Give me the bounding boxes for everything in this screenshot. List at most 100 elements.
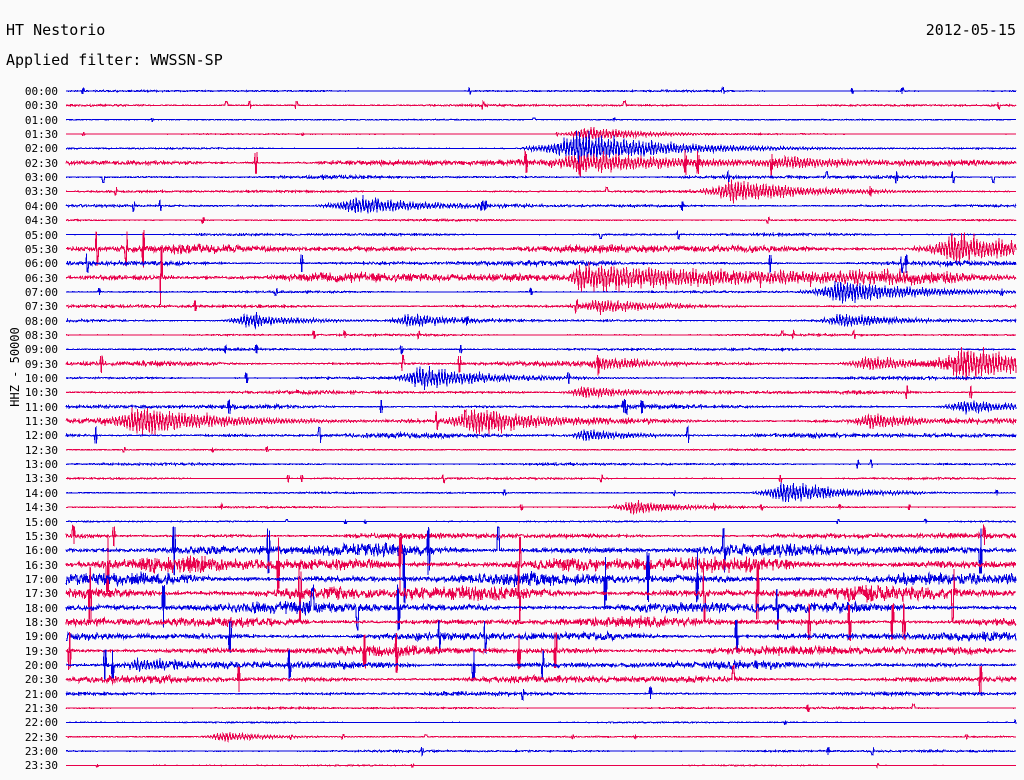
row-time-label: 17:30 (24, 587, 58, 601)
trace-row (65, 216, 1017, 224)
trace-row (65, 718, 1017, 725)
trace-row (65, 536, 1017, 593)
trace-row (65, 253, 1017, 274)
trace-row (65, 524, 1017, 547)
row-time-label: 05:00 (24, 228, 58, 242)
trace-row (65, 619, 1017, 655)
trace-row (65, 281, 1017, 304)
row-time-label: 23:00 (24, 745, 58, 759)
row-time-label: 01:00 (24, 113, 58, 127)
trace-row (66, 385, 1017, 400)
row-time-label: 14:00 (24, 486, 58, 500)
row-time-label: 08:30 (24, 328, 58, 342)
trace-row (65, 601, 1017, 642)
row-time-label: 13:00 (24, 458, 58, 472)
trace-canvas (65, 86, 1017, 769)
row-time-label: 07:00 (24, 285, 58, 299)
trace-row (65, 746, 1017, 757)
row-time-label: 05:30 (24, 242, 58, 256)
trace-row (65, 126, 1017, 143)
header: HT Nestorio 2012-05-15 Applied filter: W… (0, 0, 1024, 80)
row-time-label: 20:00 (24, 659, 58, 672)
trace-row (65, 565, 1017, 622)
trace-row (65, 399, 1017, 416)
trace-row (65, 86, 1017, 95)
row-time-label: 04:00 (24, 199, 58, 213)
row-time-label: 10:00 (24, 372, 58, 385)
row-time-label: 20:30 (24, 673, 58, 687)
row-time-label: 19:30 (24, 644, 58, 658)
row-time-label: 08:00 (24, 314, 58, 328)
row-time-label: 11:00 (24, 400, 58, 414)
row-time-label: 06:30 (24, 271, 58, 285)
trace-row (65, 459, 1016, 469)
trace-row (66, 344, 1016, 355)
trace-row (66, 762, 1016, 769)
row-time-label: 16:30 (24, 558, 58, 572)
row-time-label: 07:30 (24, 300, 58, 314)
trace-row (65, 407, 1017, 436)
row-time-label: 00:00 (24, 85, 58, 98)
row-time-label: 03:00 (24, 171, 58, 185)
trace-row (65, 130, 1017, 166)
row-time-label: 09:00 (24, 343, 58, 357)
trace-row (65, 731, 1016, 743)
row-time-label: 12:00 (24, 429, 58, 443)
trace-row (65, 474, 1017, 484)
trace-row (65, 632, 1017, 674)
trace-row (65, 149, 1017, 177)
helicorder-plot: 00:00 00:30 01:00 01:30 02:00 02:30 03:00 03:30… (0, 80, 1024, 780)
trace-row (65, 312, 1017, 330)
row-time-label: 17:00 (24, 572, 58, 586)
row-time-label: 12:30 (24, 443, 58, 457)
trace-row (65, 195, 1017, 214)
row-time-label: 10:30 (24, 386, 58, 400)
trace-row (65, 169, 1017, 185)
trace-row (66, 649, 1017, 682)
row-time-label: 16:00 (24, 544, 58, 558)
record-date: 2012-05-15 (925, 21, 1016, 39)
trace-row (65, 425, 1017, 444)
trace-row (65, 365, 1017, 390)
trace-row (65, 584, 1017, 631)
trace-row (65, 551, 1017, 607)
row-time-label: 06:00 (24, 257, 58, 271)
row-time-label: 21:00 (24, 687, 58, 701)
row-time-label: 13:30 (24, 472, 58, 486)
trace-row (65, 526, 1017, 576)
trace-row (65, 482, 1016, 503)
row-time-label: 23:30 (24, 759, 58, 773)
trace-row (65, 250, 1017, 305)
row-time-label: 21:30 (24, 702, 58, 716)
trace-row (65, 230, 1017, 268)
trace-row (65, 445, 1016, 453)
row-time-label: 02:00 (24, 142, 58, 156)
trace-row (65, 518, 1016, 525)
row-time-label: 22:30 (24, 730, 58, 744)
trace-row (65, 179, 1016, 204)
trace-row (65, 665, 1017, 694)
row-time-label: 15:30 (24, 529, 58, 543)
row-time-label: 22:00 (24, 716, 58, 730)
trace-row (65, 99, 1017, 110)
trace-row (65, 117, 1016, 122)
trace-row (66, 499, 1017, 515)
trace-row (65, 685, 1017, 702)
applied-filter-label: Applied filter: WWSSN-SP (6, 51, 223, 69)
row-time-label: 15:00 (24, 515, 58, 529)
row-time-label: 01:30 (24, 128, 58, 142)
row-time-label: 19:00 (24, 630, 58, 644)
trace-row (65, 329, 1017, 340)
trace-row (65, 703, 1017, 713)
row-time-label: 11:30 (24, 415, 58, 429)
trace-row (65, 346, 1017, 381)
row-time-label: 14:30 (24, 501, 58, 515)
seismic-traces (0, 80, 1024, 780)
row-time-label: 00:30 (24, 99, 58, 113)
row-time-label: 18:00 (24, 601, 58, 615)
row-time-label: 02:30 (24, 156, 58, 170)
station-name: HT Nestorio (6, 21, 106, 39)
trace-row (65, 230, 1017, 241)
row-time-label: 09:30 (24, 357, 58, 371)
